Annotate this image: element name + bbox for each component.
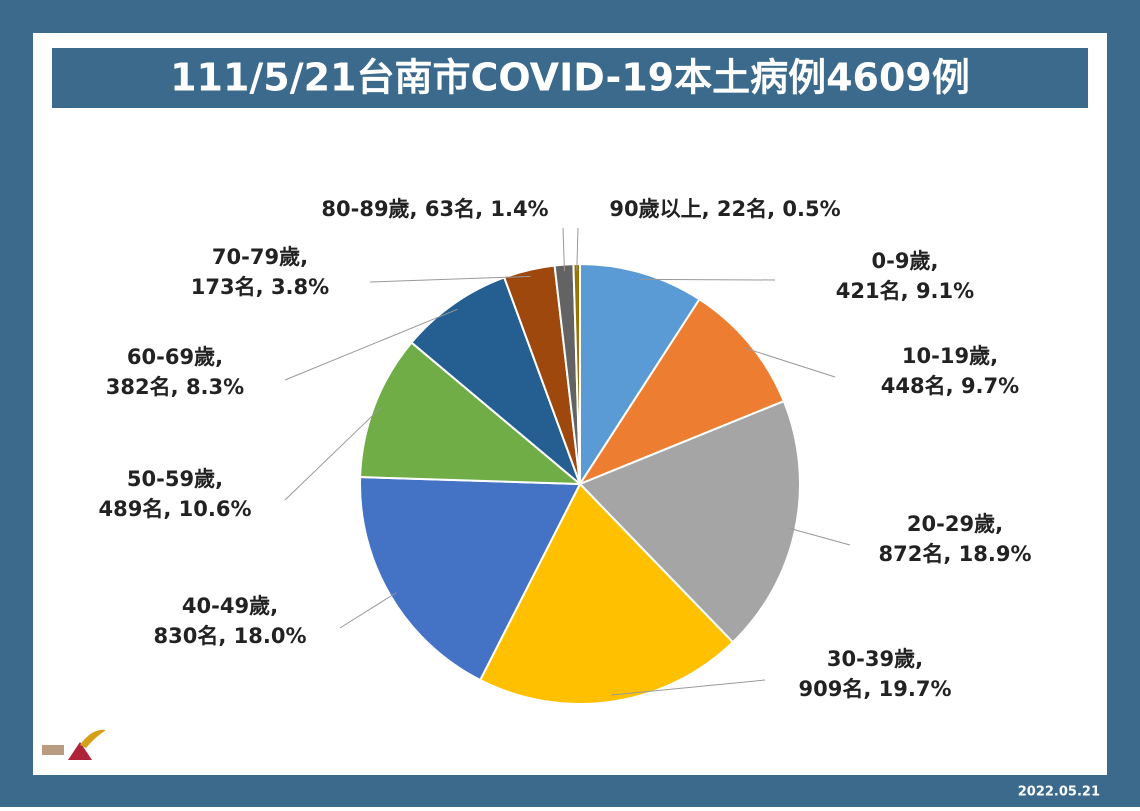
- category-label: 30-39歲,: [827, 647, 923, 671]
- category-label: 80-89歲,: [321, 197, 417, 221]
- data-label: 489名, 10.6%: [99, 497, 252, 521]
- pie-slice: [359, 341, 583, 486]
- value-label: 421名,: [836, 279, 909, 303]
- date: 2022.05.21: [1018, 785, 1100, 800]
- data-label: 382名, 8.3%: [106, 375, 244, 399]
- value-label: 173名,: [191, 275, 264, 299]
- data-label: 830名, 18.0%: [154, 624, 307, 648]
- value-label: 872名,: [879, 542, 952, 566]
- leader-line: [576, 227, 579, 271]
- percent-label: 1.4%: [490, 197, 548, 221]
- data-label: 30-39歲,: [827, 647, 923, 671]
- data-label: 872名, 18.9%: [879, 542, 1032, 566]
- value-label: 63名,: [425, 197, 483, 221]
- data-label: 448名, 9.7%: [881, 374, 1019, 398]
- leader-line: [744, 347, 836, 378]
- pie-slice: [579, 262, 701, 488]
- leader-line: [284, 308, 458, 381]
- value-label: 830名,: [154, 624, 227, 648]
- category-label: 40-49歲,: [182, 594, 278, 618]
- data-label: 909名, 19.7%: [799, 677, 952, 701]
- leader-line: [339, 592, 397, 629]
- category-label: 70-79歲,: [212, 245, 308, 269]
- percent-label: 18.9%: [959, 542, 1032, 566]
- category-label: 20-29歲,: [907, 512, 1003, 536]
- leader-line: [562, 227, 565, 272]
- value-label: 22名,: [717, 197, 775, 221]
- category-label: 50-59歲,: [127, 467, 223, 491]
- percent-label: 0.5%: [782, 197, 840, 221]
- data-label: 80-89歲, 63名, 1.4%: [321, 197, 548, 221]
- pie-slice: [478, 482, 735, 705]
- value-label: 382名,: [106, 375, 179, 399]
- percent-label: 9.1%: [916, 279, 974, 303]
- category-label: 0-9歲,: [872, 249, 939, 273]
- percent-label: 18.0%: [234, 624, 307, 648]
- percent-label: 3.8%: [271, 275, 329, 299]
- category-label: 90歲以上,: [609, 197, 709, 221]
- leader-line: [284, 407, 382, 501]
- chart-title: 111/5/21台南市COVID-19本土病例4609例: [170, 56, 970, 100]
- data-label: 70-79歲,: [212, 245, 308, 269]
- percent-label: 8.3%: [186, 375, 244, 399]
- data-label: 40-49歲,: [182, 594, 278, 618]
- percent-label: 10.6%: [179, 497, 252, 521]
- category-label: 60-69歲,: [127, 345, 223, 369]
- pie-slice: [577, 297, 786, 487]
- category-label: 10-19歲,: [902, 344, 998, 368]
- leader-line: [369, 275, 531, 283]
- value-label: 909名,: [799, 677, 872, 701]
- data-label: 20-29歲,: [907, 512, 1003, 536]
- data-label: 90歲以上, 22名, 0.5%: [609, 197, 840, 221]
- pie-slice: [410, 276, 583, 488]
- title-bar: [52, 48, 1088, 108]
- data-label: 421名, 9.1%: [836, 279, 974, 303]
- data-label: 173名, 3.8%: [191, 275, 329, 299]
- data-label: 50-59歲,: [127, 467, 223, 491]
- data-label: 10-19歲,: [902, 344, 998, 368]
- leader-line: [788, 527, 851, 546]
- value-label: 489名,: [99, 497, 172, 521]
- percent-label: 9.7%: [961, 374, 1019, 398]
- value-label: 448名,: [881, 374, 954, 398]
- leader-line: [611, 679, 766, 696]
- data-label: 0-9歲,: [872, 249, 939, 273]
- data-label: 60-69歲,: [127, 345, 223, 369]
- logo: [42, 729, 106, 760]
- percent-label: 19.7%: [879, 677, 952, 701]
- leader-line: [640, 278, 776, 281]
